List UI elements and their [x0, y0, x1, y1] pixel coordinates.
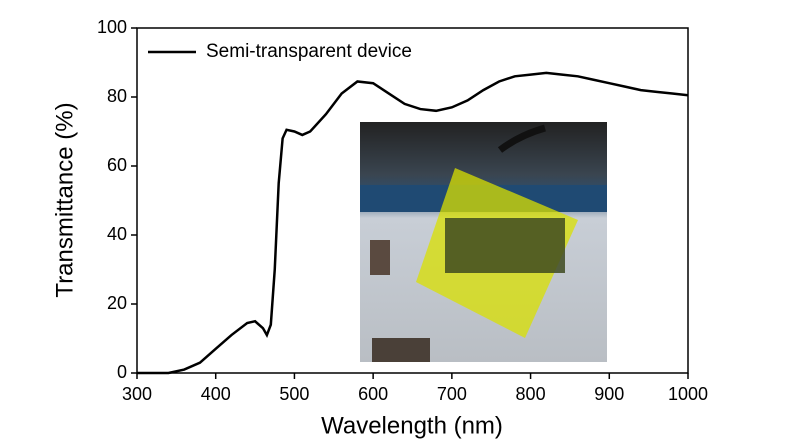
x-tick-label: 300: [122, 384, 152, 404]
y-tick-label: 60: [107, 155, 127, 175]
x-tick-label: 500: [279, 384, 309, 404]
x-tick-label: 900: [594, 384, 624, 404]
data-line: [137, 71, 689, 375]
x-tick-label: 400: [201, 384, 231, 404]
x-axis-label: Wavelength (nm): [321, 412, 503, 439]
x-tick-label: 800: [516, 384, 546, 404]
x-tick-label: 600: [358, 384, 388, 404]
y-axis-label: Transmittance (%): [51, 102, 78, 297]
y-tick-label: 40: [107, 224, 127, 244]
plot-frame: [136, 27, 689, 374]
y-tick-label: 20: [107, 293, 127, 313]
inset-photo: [360, 122, 607, 362]
y-tick-label: 80: [107, 86, 127, 106]
x-tick-label: 1000: [668, 384, 708, 404]
legend-label: Semi-transparent device: [206, 41, 412, 62]
x-tick-label: 700: [437, 384, 467, 404]
y-tick-label: 0: [117, 362, 127, 382]
y-tick-label: 100: [97, 17, 127, 37]
